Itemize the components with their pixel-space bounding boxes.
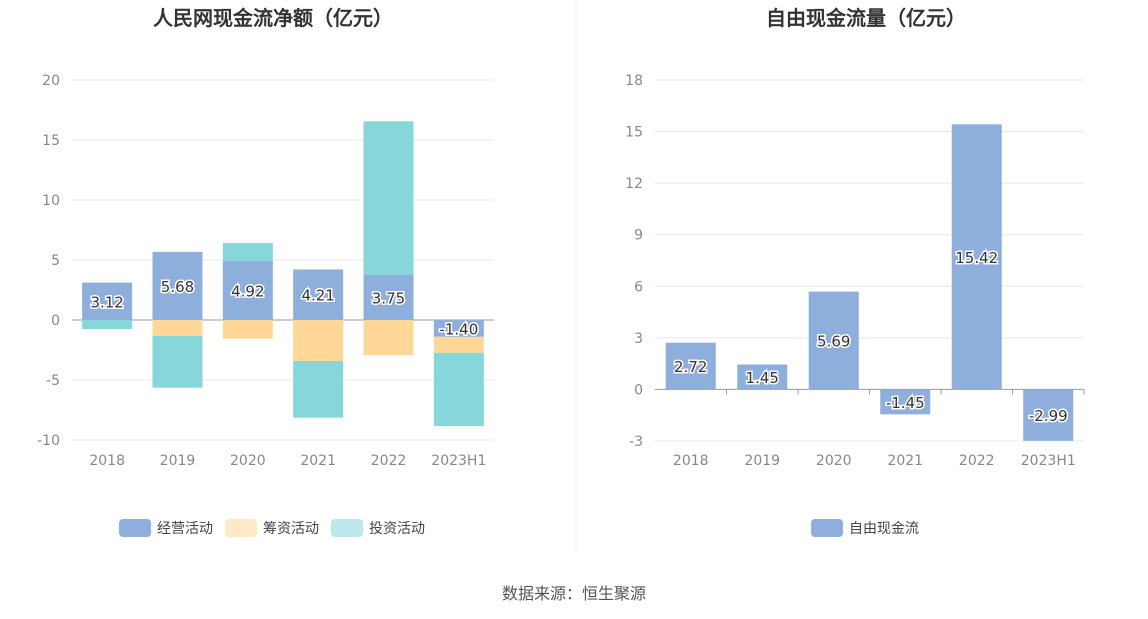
data-label: 15.42 <box>955 249 998 267</box>
data-label: 5.69 <box>817 333 850 351</box>
y-tick-label: 12 <box>625 176 643 192</box>
data-label: 2.72 <box>674 358 707 376</box>
y-tick-label: 18 <box>625 73 643 89</box>
x-tick-label: 2020 <box>816 453 852 469</box>
legend-swatch[interactable] <box>119 519 151 537</box>
y-tick-label: -5 <box>46 373 60 389</box>
x-tick-label: 2022 <box>959 453 995 469</box>
data-label: 1.45 <box>746 369 779 387</box>
x-tick-label: 2019 <box>160 453 196 469</box>
legend-label[interactable]: 自由现金流 <box>849 521 919 537</box>
x-tick-label: 2020 <box>230 453 266 469</box>
legend-swatch[interactable] <box>225 519 257 537</box>
bar-筹资活动 <box>152 320 203 336</box>
legend-label[interactable]: 筹资活动 <box>263 520 319 537</box>
y-tick-label: 3 <box>634 331 643 347</box>
bar-投资活动 <box>293 361 344 418</box>
legend-swatch[interactable] <box>331 519 363 537</box>
x-tick-label: 2019 <box>744 453 780 469</box>
bar-经营活动 <box>293 269 344 320</box>
legend-label[interactable]: 投资活动 <box>369 521 425 537</box>
data-label: 4.21 <box>301 287 334 305</box>
data-label: -1.40 <box>439 320 478 338</box>
data-label: 4.92 <box>231 282 264 300</box>
bar-自由现金流 <box>880 389 931 415</box>
bar-经营活动 <box>152 251 203 320</box>
bar-自由现金流 <box>951 124 1002 390</box>
y-tick-label: 10 <box>42 193 60 209</box>
bar-筹资活动 <box>222 320 273 339</box>
x-tick-label: 2023H1 <box>1021 453 1076 469</box>
bar-投资活动 <box>363 121 414 275</box>
x-tick-label: 2018 <box>673 453 709 469</box>
bar-自由现金流 <box>808 291 859 390</box>
bar-自由现金流 <box>665 342 716 390</box>
y-tick-label: 15 <box>42 133 60 149</box>
y-tick-label: 20 <box>42 73 60 89</box>
chart-title: 人民网现金流净额（亿元） <box>153 6 393 30</box>
bar-投资活动 <box>82 320 133 329</box>
chart-title: 自由现金流量（亿元） <box>766 6 966 30</box>
bar-经营活动 <box>82 282 133 320</box>
bar-自由现金流 <box>1023 389 1074 441</box>
y-tick-label: 0 <box>634 382 643 398</box>
bar-投资活动 <box>152 335 203 388</box>
bar-经营活动 <box>363 275 414 320</box>
y-tick-label: -3 <box>629 434 643 450</box>
source-note: 数据来源：恒生聚源 <box>502 584 646 603</box>
y-tick-label: -10 <box>37 433 60 449</box>
bar-投资活动 <box>222 242 273 261</box>
bar-筹资活动 <box>433 336 484 353</box>
x-tick-label: 2018 <box>89 453 125 469</box>
bar-筹资活动 <box>293 320 344 362</box>
y-tick-label: 9 <box>634 228 643 244</box>
data-label: 3.75 <box>372 290 405 308</box>
data-label: -1.45 <box>886 394 925 412</box>
bar-经营活动 <box>433 320 484 337</box>
y-tick-label: 0 <box>51 313 60 329</box>
x-tick-label: 2021 <box>887 453 923 469</box>
y-tick-label: 15 <box>625 125 643 141</box>
y-tick-label: 6 <box>634 279 643 295</box>
bar-经营活动 <box>222 260 273 320</box>
legend-swatch[interactable] <box>811 519 843 537</box>
x-tick-label: 2023H1 <box>431 453 486 469</box>
x-tick-label: 2021 <box>300 453 336 469</box>
data-label: 3.12 <box>90 293 123 311</box>
data-label: 5.68 <box>161 278 194 296</box>
bar-筹资活动 <box>363 320 414 356</box>
y-tick-label: 5 <box>51 253 60 269</box>
bar-自由现金流 <box>737 364 788 390</box>
legend-label[interactable]: 经营活动 <box>157 521 213 537</box>
x-tick-label: 2022 <box>371 453 407 469</box>
bar-投资活动 <box>433 352 484 427</box>
data-label: -2.99 <box>1029 407 1068 425</box>
